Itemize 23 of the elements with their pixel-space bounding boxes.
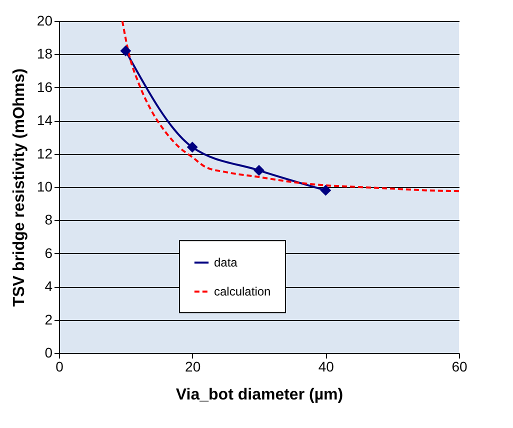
y-tick-label: 16 bbox=[36, 78, 53, 95]
x-axis-title: Via_bot diameter (µm) bbox=[176, 386, 344, 404]
point bbox=[320, 184, 332, 196]
y-tick-label: 12 bbox=[36, 145, 53, 162]
x-tick-label: 60 bbox=[452, 358, 468, 374]
legend-label: calculation bbox=[214, 284, 271, 299]
y-tick-label: 6 bbox=[44, 244, 53, 261]
y-tick-label: 18 bbox=[36, 46, 53, 62]
y-tick-label: 10 bbox=[36, 178, 53, 194]
y-tick-label: 20 bbox=[36, 12, 53, 28]
y-tick-label: 4 bbox=[44, 278, 53, 294]
point bbox=[120, 45, 132, 56]
point bbox=[186, 142, 198, 153]
x-tick-label: 40 bbox=[318, 358, 334, 374]
y-tick-label: 2 bbox=[44, 311, 53, 328]
x-tick-label: 20 bbox=[185, 358, 201, 374]
y-tick-label: 8 bbox=[44, 212, 53, 228]
y-tick-label: 0 bbox=[44, 344, 53, 360]
legend-label: data bbox=[214, 256, 238, 270]
x-tick-label: 0 bbox=[56, 358, 64, 374]
point bbox=[254, 164, 264, 176]
y-axis-title: TSV bridge resistivity (mOhms) bbox=[10, 68, 28, 307]
y-tick-label: 14 bbox=[36, 112, 53, 128]
